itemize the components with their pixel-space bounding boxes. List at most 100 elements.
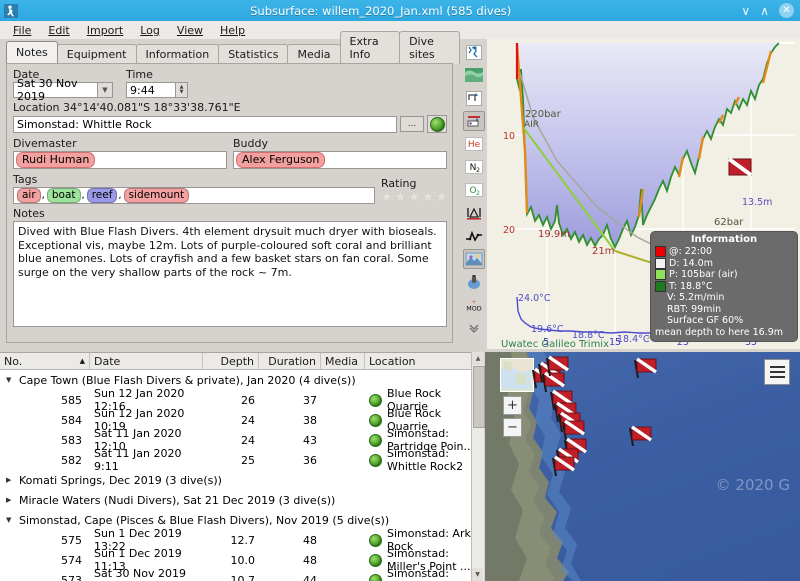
scroll-down-icon[interactable]: ▼ (472, 568, 483, 581)
tag-boat[interactable]: boat (46, 188, 81, 203)
buddy-chip[interactable]: Alex Ferguson (236, 152, 326, 168)
dive-location-label: Simonstad: Miller's Point ... (387, 547, 471, 573)
info-row-time: @: 22:00 (655, 246, 793, 258)
time-value[interactable]: 9:44 (126, 82, 175, 98)
trip-group-row[interactable]: ▼ Simonstad, Cape (Pisces & Blue Flash D… (0, 510, 484, 530)
star-icon[interactable]: ★ (435, 190, 448, 205)
star-icon[interactable]: ★ (381, 190, 393, 205)
x-tick-25: 25 (677, 337, 689, 348)
photos-icon[interactable] (462, 249, 485, 269)
scale-profile-icon[interactable] (463, 42, 485, 62)
map-zoom-out-button[interactable]: − (503, 418, 522, 437)
map-zoom-in-button[interactable]: + (503, 396, 522, 415)
map-marker[interactable] (633, 357, 658, 380)
time-stepper[interactable]: 9:44 ▲ ▼ (126, 82, 188, 98)
chevron-right-icon[interactable]: ▶ (6, 476, 12, 484)
tab-dive-sites[interactable]: Dive sites (399, 31, 460, 64)
location-input[interactable]: Simonstad: Whittle Rock (13, 115, 397, 133)
map-marker[interactable] (541, 371, 566, 394)
chevron-right-icon[interactable]: ▶ (6, 496, 12, 504)
column-header-no[interactable]: No. ▲ (0, 353, 90, 369)
date-combo[interactable]: Sat 30 Nov 2019 ▼ (13, 77, 113, 103)
buddy-input[interactable]: Alex Ferguson (233, 151, 447, 169)
helium-icon[interactable]: He (463, 134, 485, 154)
menu-import[interactable]: Import (80, 23, 131, 38)
chevron-down-icon[interactable]: ▼ (6, 516, 12, 524)
date-value[interactable]: Sat 30 Nov 2019 (13, 77, 97, 103)
close-icon[interactable]: ✕ (779, 3, 794, 18)
column-header-duration[interactable]: Duration (259, 353, 321, 369)
divemaster-input[interactable]: Rudi Human (13, 151, 227, 169)
menu-log[interactable]: Log (133, 23, 167, 38)
minimap-icon[interactable] (500, 358, 534, 392)
minimize-icon[interactable]: ∨ (741, 3, 751, 18)
table-row[interactable]: 575 Sun 1 Dec 2019 13:22 12.7 48 Simonst… (0, 527, 484, 553)
map-marker[interactable] (551, 455, 576, 478)
dive-computer-reported-ceiling-icon[interactable] (463, 65, 485, 85)
star-icon[interactable]: ★ (408, 190, 420, 205)
tab-equipment[interactable]: Equipment (56, 44, 137, 64)
tags-input[interactable]: air, boat, reef, sidemount (13, 187, 375, 204)
dive-list[interactable]: No. ▲ Date Depth Duration Media Location… (0, 352, 484, 581)
menu-edit[interactable]: Edit (41, 23, 76, 38)
info-row-velocity: V: 5.2m/min (655, 292, 793, 304)
star-icon[interactable]: ★ (421, 190, 434, 205)
star-icon[interactable]: ★ (394, 190, 407, 205)
tab-extra-info[interactable]: Extra Info (339, 31, 401, 64)
globe-icon[interactable] (427, 115, 447, 133)
divemaster-chip[interactable]: Rudi Human (16, 152, 96, 168)
tag-reef[interactable]: reef (86, 188, 118, 203)
location-browse-button[interactable]: ... (400, 116, 424, 132)
tab-notes[interactable]: Notes (6, 41, 58, 63)
velocity-segments (515, 44, 773, 218)
dive-date: Sat 11 Jan 2020 9:11 (94, 447, 182, 473)
tag-air[interactable]: air (17, 188, 41, 203)
tag-sidemount[interactable]: sidemount (123, 188, 190, 203)
tab-media[interactable]: Media (287, 44, 341, 64)
pressure-graph-icon[interactable] (463, 203, 485, 223)
table-row[interactable]: 574 Sun 1 Dec 2019 11:13 10.0 48 Simonst… (0, 547, 484, 573)
menu-file[interactable]: File (6, 23, 38, 38)
scrollbar-thumb[interactable] (473, 366, 485, 428)
scroll-up-icon[interactable]: ▲ (472, 352, 484, 365)
show-tissues-icon[interactable] (462, 111, 485, 131)
table-row[interactable]: 583 Sat 11 Jan 2020 12:10 24 43 Simonsta… (0, 427, 484, 453)
location-label: Location 34°14'40.081"S 18°33'38.761"E (13, 101, 241, 114)
trip-group-row[interactable]: ▼ Cape Town (Blue Flash Divers & private… (0, 370, 484, 390)
map-marker-selected[interactable] (628, 425, 653, 448)
table-row[interactable]: 582 Sat 11 Jan 2020 9:11 25 36 Simonstad… (0, 447, 484, 473)
column-header-location[interactable]: Location (369, 354, 416, 368)
dive-map[interactable]: + − © 2020 G (485, 352, 800, 581)
rating-stars[interactable]: ★ ★ ★ ★ ★ (381, 191, 447, 204)
chevron-down-icon[interactable]: ▼ (97, 82, 113, 98)
calculated-ceiling-icon[interactable] (463, 88, 485, 108)
menu-help[interactable]: Help (213, 23, 252, 38)
map-marker[interactable] (561, 419, 586, 442)
trip-group-row[interactable]: ▶ Miracle Waters (Nudi Divers), Sat 21 D… (0, 490, 484, 510)
tab-information[interactable]: Information (135, 44, 220, 64)
column-header-date[interactable]: Date (90, 353, 203, 369)
table-row[interactable]: 584 Sun 12 Jan 2020 10:19 24 38 Blue Roc… (0, 407, 484, 433)
spinner-icon[interactable]: ▲ ▼ (175, 82, 188, 98)
column-header-depth[interactable]: Depth (203, 353, 259, 369)
table-row[interactable]: 585 Sun 12 Jan 2020 12:16 26 37 Blue Roc… (0, 387, 484, 413)
chevron-down-icon[interactable]: ▼ (6, 376, 12, 384)
trip-group-row[interactable]: ▶ Komati Springs, Dec 2019 (3 dive(s)) (0, 470, 484, 490)
column-header-media[interactable]: Media (321, 353, 365, 369)
maximize-icon[interactable]: ∧ (760, 3, 769, 18)
table-row[interactable]: 573 Sat 30 Nov 2019 14:07 10.7 44 Simons… (0, 567, 484, 581)
map-markers[interactable] (485, 352, 800, 581)
info-row-depth: D: 14.0m (655, 258, 793, 270)
mod-icon[interactable]: + MOD (463, 295, 485, 315)
scuba-tank-icon[interactable] (463, 272, 485, 292)
heartrate-icon[interactable] (463, 226, 485, 246)
app-icon (2, 2, 20, 20)
tab-statistics[interactable]: Statistics (218, 44, 289, 64)
hamburger-icon[interactable] (764, 359, 790, 385)
more-icon[interactable] (463, 318, 485, 338)
dive-list-scrollbar[interactable]: ▲ ▼ (471, 352, 485, 581)
menu-view[interactable]: View (170, 23, 210, 38)
notes-textarea[interactable]: Dived with Blue Flash Divers. 4th elemen… (13, 221, 447, 327)
